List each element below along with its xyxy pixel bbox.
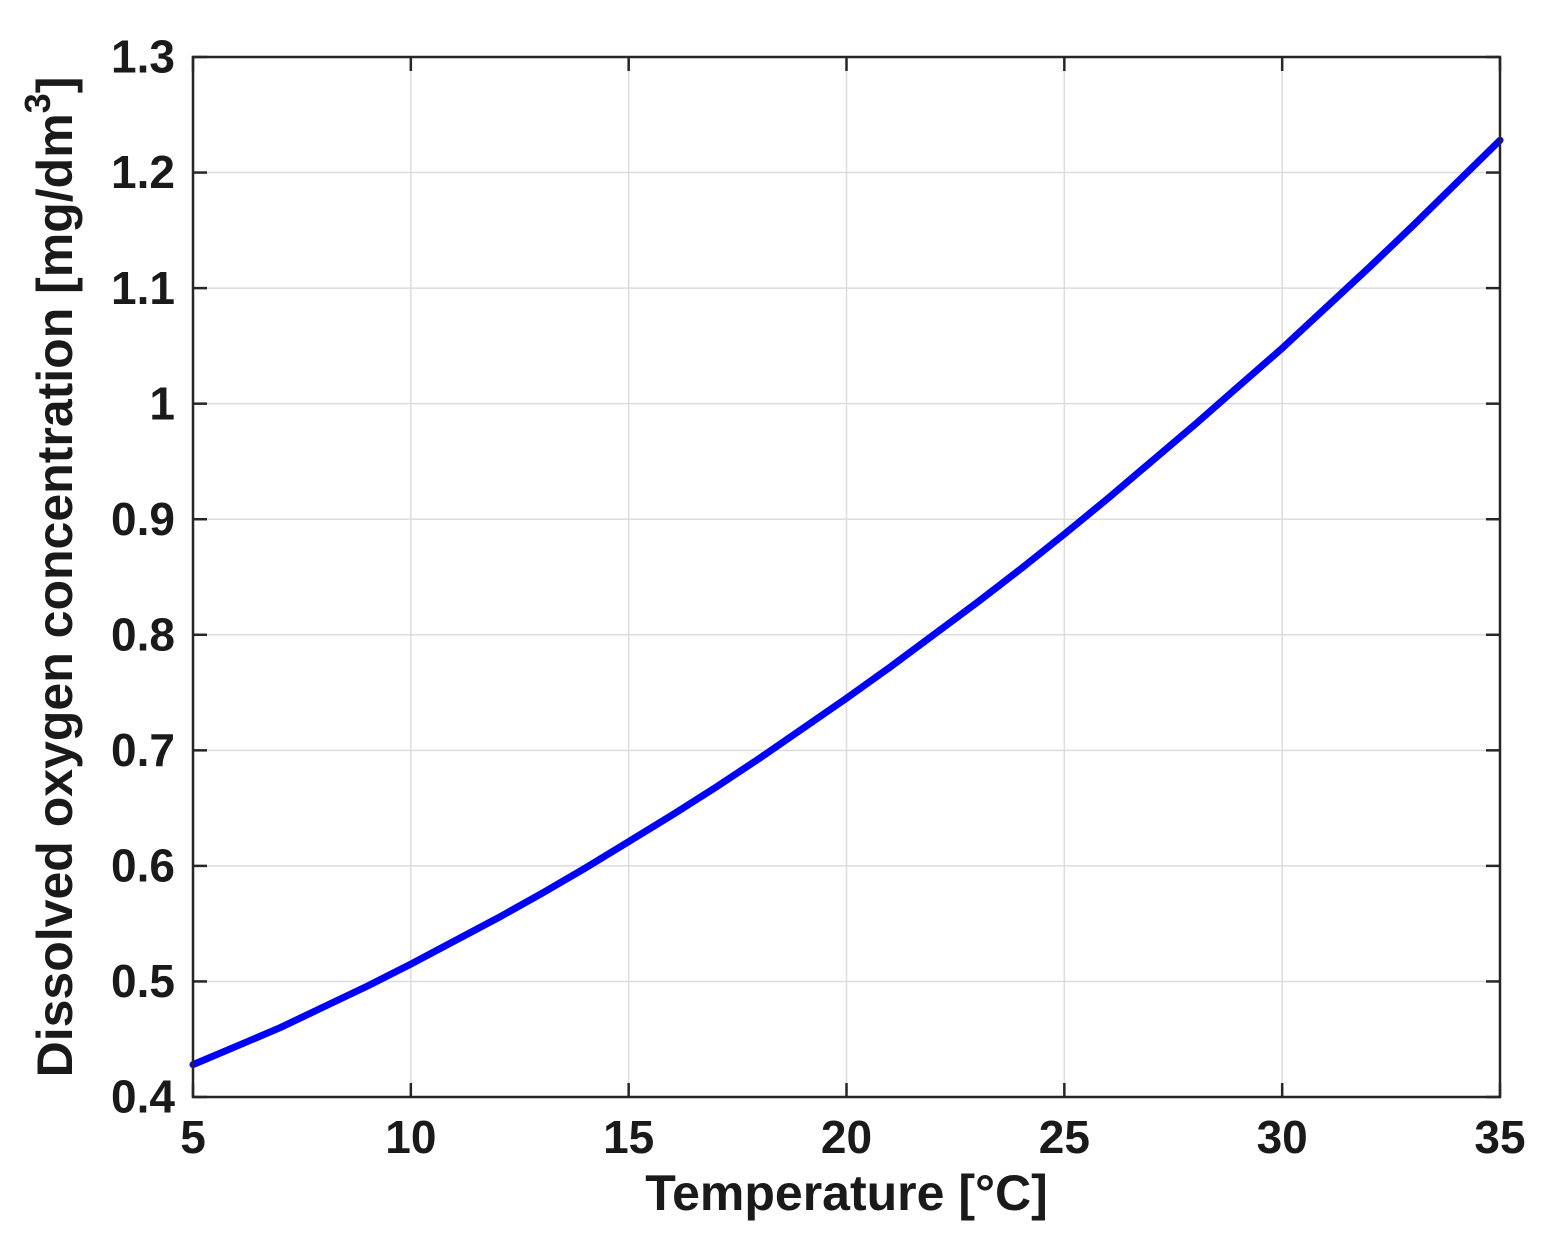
x-tick-label: 20 [821, 1111, 872, 1163]
y-tick-label: 1.1 [111, 262, 175, 314]
y-tick-label: 1.2 [111, 146, 175, 198]
y-tick-label: 0.9 [111, 493, 175, 545]
x-tick-label: 5 [180, 1111, 206, 1163]
x-tick-label: 35 [1474, 1111, 1525, 1163]
x-tick-label: 15 [603, 1111, 654, 1163]
y-tick-label: 1.3 [111, 31, 175, 83]
x-axis-label: Temperature [°C] [645, 1165, 1047, 1221]
y-tick-label: 0.7 [111, 724, 175, 776]
x-tick-label: 30 [1257, 1111, 1308, 1163]
x-tick-label: 10 [385, 1111, 436, 1163]
series-line-dissolved-oxygen [189, 136, 1504, 1069]
y-tick-label: 0.5 [111, 955, 175, 1007]
y-tick-label: 0.4 [111, 1071, 175, 1123]
y-tick-label: 0.6 [111, 840, 175, 892]
x-tick-label: 25 [1039, 1111, 1090, 1163]
y-tick-label: 1 [149, 377, 175, 429]
y-axis-label: Dissolved oxygen concentration [mg/dm3] [17, 77, 83, 1078]
y-tick-label: 0.8 [111, 608, 175, 660]
